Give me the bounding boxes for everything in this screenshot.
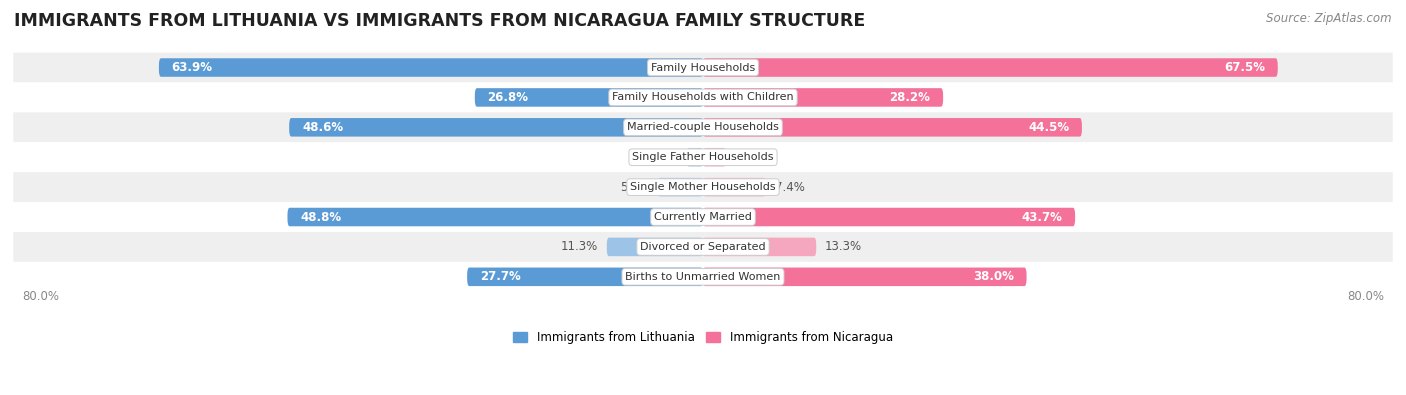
Text: 43.7%: 43.7%: [1021, 211, 1063, 224]
Text: 5.3%: 5.3%: [620, 181, 650, 194]
Text: 38.0%: 38.0%: [973, 270, 1014, 283]
FancyBboxPatch shape: [290, 118, 703, 137]
FancyBboxPatch shape: [13, 112, 1393, 142]
Text: 13.3%: 13.3%: [825, 241, 862, 254]
FancyBboxPatch shape: [703, 267, 1026, 286]
Text: Married-couple Households: Married-couple Households: [627, 122, 779, 132]
FancyBboxPatch shape: [703, 208, 1076, 226]
Text: IMMIGRANTS FROM LITHUANIA VS IMMIGRANTS FROM NICARAGUA FAMILY STRUCTURE: IMMIGRANTS FROM LITHUANIA VS IMMIGRANTS …: [14, 12, 865, 30]
Text: 7.4%: 7.4%: [775, 181, 804, 194]
FancyBboxPatch shape: [703, 58, 1278, 77]
FancyBboxPatch shape: [13, 172, 1393, 202]
Text: 11.3%: 11.3%: [561, 241, 599, 254]
Text: 80.0%: 80.0%: [22, 290, 59, 303]
FancyBboxPatch shape: [159, 58, 703, 77]
FancyBboxPatch shape: [13, 53, 1393, 83]
FancyBboxPatch shape: [13, 232, 1393, 262]
Legend: Immigrants from Lithuania, Immigrants from Nicaragua: Immigrants from Lithuania, Immigrants fr…: [508, 327, 898, 349]
Text: 1.9%: 1.9%: [648, 151, 678, 164]
FancyBboxPatch shape: [13, 262, 1393, 292]
Text: Family Households: Family Households: [651, 62, 755, 73]
FancyBboxPatch shape: [13, 202, 1393, 232]
FancyBboxPatch shape: [13, 83, 1393, 112]
Text: Currently Married: Currently Married: [654, 212, 752, 222]
FancyBboxPatch shape: [703, 148, 725, 166]
Text: 26.8%: 26.8%: [488, 91, 529, 104]
Text: 44.5%: 44.5%: [1028, 121, 1069, 134]
Text: 80.0%: 80.0%: [1347, 290, 1384, 303]
Text: 2.7%: 2.7%: [734, 151, 765, 164]
Text: 67.5%: 67.5%: [1225, 61, 1265, 74]
Text: 27.7%: 27.7%: [479, 270, 520, 283]
Text: 28.2%: 28.2%: [890, 91, 931, 104]
FancyBboxPatch shape: [703, 88, 943, 107]
FancyBboxPatch shape: [287, 208, 703, 226]
Text: 63.9%: 63.9%: [172, 61, 212, 74]
Text: Single Mother Households: Single Mother Households: [630, 182, 776, 192]
Text: Family Households with Children: Family Households with Children: [612, 92, 794, 102]
FancyBboxPatch shape: [607, 238, 703, 256]
FancyBboxPatch shape: [686, 148, 703, 166]
FancyBboxPatch shape: [703, 118, 1081, 137]
FancyBboxPatch shape: [658, 178, 703, 196]
Text: 48.6%: 48.6%: [302, 121, 343, 134]
FancyBboxPatch shape: [475, 88, 703, 107]
FancyBboxPatch shape: [703, 238, 817, 256]
Text: 48.8%: 48.8%: [301, 211, 342, 224]
Text: Divorced or Separated: Divorced or Separated: [640, 242, 766, 252]
FancyBboxPatch shape: [13, 142, 1393, 172]
FancyBboxPatch shape: [467, 267, 703, 286]
Text: Single Father Households: Single Father Households: [633, 152, 773, 162]
FancyBboxPatch shape: [703, 178, 766, 196]
Text: Births to Unmarried Women: Births to Unmarried Women: [626, 272, 780, 282]
Text: Source: ZipAtlas.com: Source: ZipAtlas.com: [1267, 12, 1392, 25]
